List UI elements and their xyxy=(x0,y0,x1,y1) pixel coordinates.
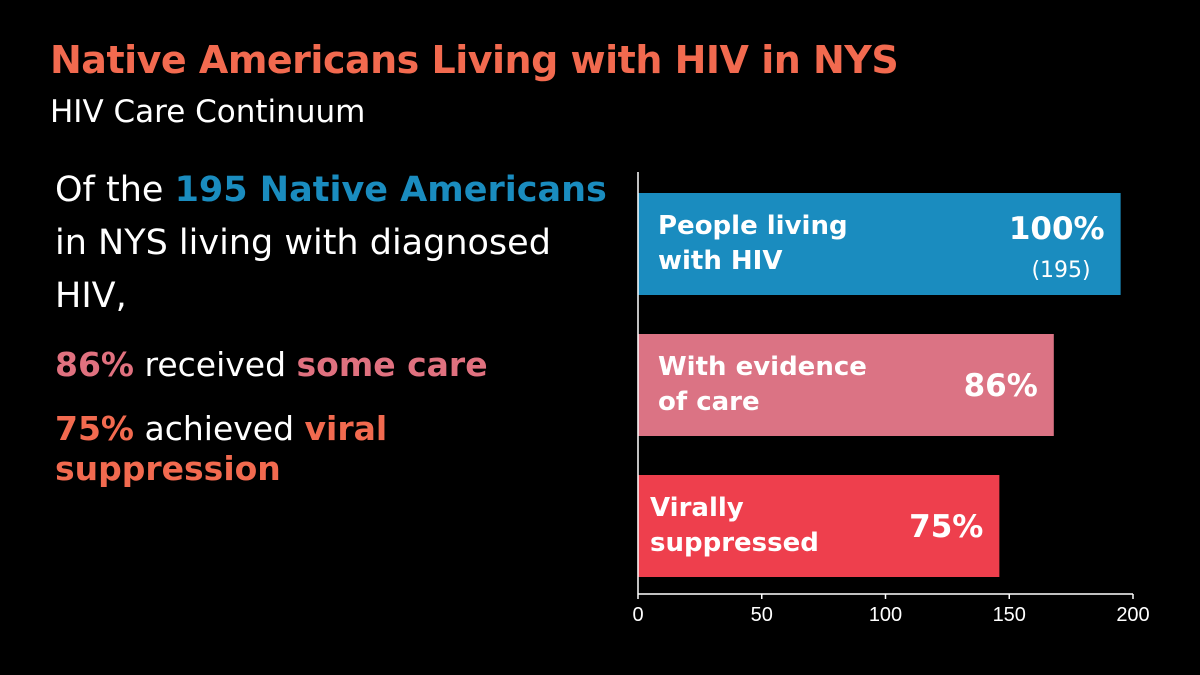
bar-sublabel-0: (195) xyxy=(1031,258,1090,283)
bar-label-2-1: suppressed xyxy=(650,528,819,558)
x-tick-label-2: 100 xyxy=(869,604,902,626)
bar-0 xyxy=(638,193,1121,295)
intro-prefix: Of the xyxy=(55,170,175,210)
bar-label-1-0: With evidence xyxy=(658,352,867,382)
x-tick-label-4: 200 xyxy=(1116,604,1149,626)
bar-label-0-0: People living xyxy=(658,211,848,241)
care-mid: received xyxy=(134,345,297,384)
x-tick-label-0: 0 xyxy=(632,604,643,626)
bar-value-1: 86% xyxy=(964,368,1038,404)
bar-2 xyxy=(638,475,1000,577)
supp-pct: 75% xyxy=(55,409,134,448)
care-stat: 86% received some care xyxy=(55,345,615,385)
bar-label-2-0: Virally xyxy=(650,493,744,523)
bar-value-2: 75% xyxy=(909,509,983,545)
supp-mid: achieved xyxy=(134,409,305,448)
care-highlight: some care xyxy=(296,345,488,384)
bar-1 xyxy=(638,334,1054,436)
bar-value-0: 100% xyxy=(1009,211,1105,247)
bar-label-1-1: of care xyxy=(658,387,760,417)
x-tick-label-1: 50 xyxy=(751,604,773,626)
intro-suffix: in NYS living with diagnosed HIV, xyxy=(55,223,551,316)
summary-text: Of the 195 Native Americans in NYS livin… xyxy=(55,164,615,489)
page-subtitle: HIV Care Continuum xyxy=(50,94,366,130)
suppression-stat: 75% achieved viral suppression xyxy=(55,409,615,489)
x-tick-label-3: 150 xyxy=(993,604,1026,626)
page-title: Native Americans Living with HIV in NYS xyxy=(50,38,899,82)
intro-highlight: 195 Native Americans xyxy=(174,170,607,210)
supp-highlight: viral suppression xyxy=(55,409,388,488)
intro-text: Of the 195 Native Americans in NYS livin… xyxy=(55,164,615,323)
bar-label-0-1: with HIV xyxy=(658,246,782,276)
care-pct: 86% xyxy=(55,345,134,384)
